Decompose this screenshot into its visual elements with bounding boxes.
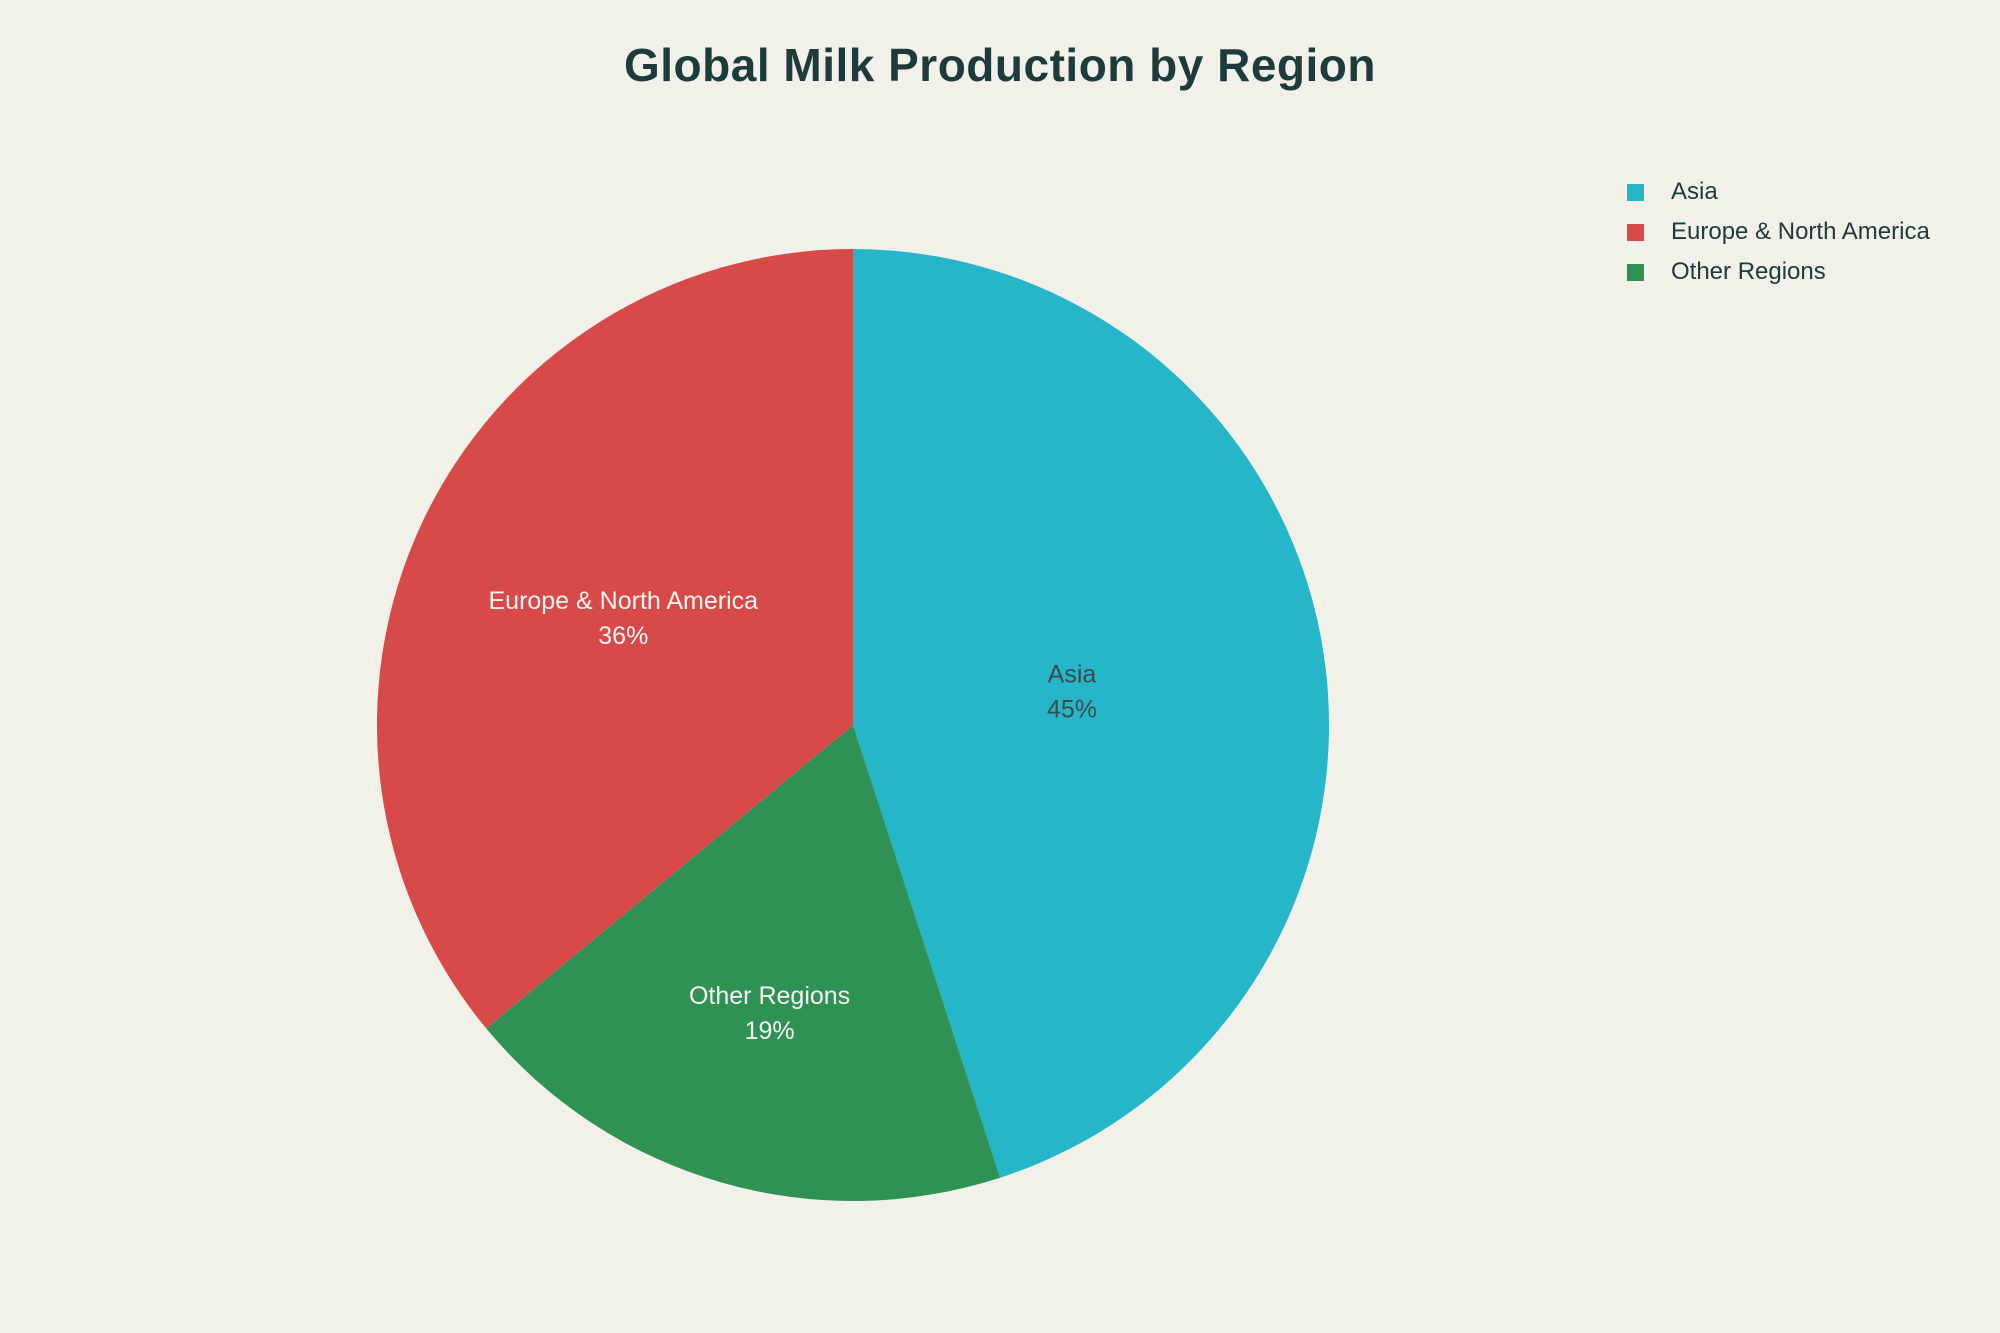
legend-item-other-regions[interactable]: Other Regions xyxy=(1627,252,1930,292)
legend-item-asia[interactable]: Asia xyxy=(1627,172,1930,212)
pie-slice-asia[interactable] xyxy=(853,249,1329,1178)
legend-item-europe-north-america[interactable]: Europe & North America xyxy=(1627,212,1930,252)
legend-swatch-other-regions xyxy=(1627,263,1644,281)
legend-label: Other Regions xyxy=(1671,258,1826,285)
legend-label: Europe & North America xyxy=(1671,218,1930,245)
chart-title: Global Milk Production by Region xyxy=(623,39,1377,91)
pie-slice-europe-north-america[interactable] xyxy=(376,249,853,1029)
legend-swatch-europe-north-america xyxy=(1627,223,1644,241)
pie-slice-other-regions[interactable] xyxy=(486,725,1001,1202)
legend-label: Asia xyxy=(1671,178,1718,205)
legend: Asia Europe & North America Other Regions xyxy=(1627,172,1930,292)
legend-swatch-asia xyxy=(1627,183,1644,201)
